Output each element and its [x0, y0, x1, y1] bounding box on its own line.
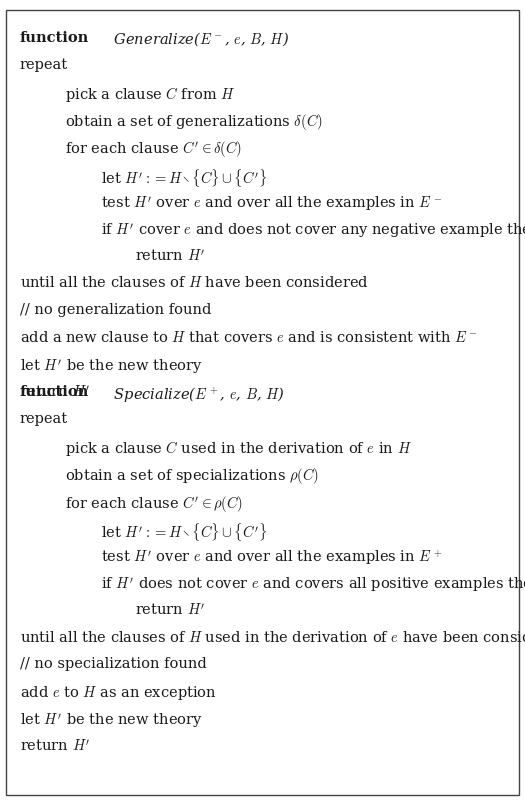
Text: Generalize($E^-$, $e$, $B$, $H$): Generalize($E^-$, $e$, $B$, $H$)	[109, 31, 289, 48]
Text: if $H'$ does not cover $e$ and covers all positive examples then: if $H'$ does not cover $e$ and covers al…	[101, 576, 525, 594]
Text: function: function	[20, 385, 89, 398]
Text: return $H'$: return $H'$	[20, 384, 91, 400]
Text: function: function	[20, 31, 89, 44]
Text: for each clause $C' \in \delta(C)$: for each clause $C' \in \delta(C)$	[65, 139, 242, 159]
Text: let $H' := H \setminus \{C\} \cup \{C'\}$: let $H' := H \setminus \{C\} \cup \{C'\}…	[101, 167, 268, 188]
Text: test $H'$ over $e$ and over all the examples in $E^-$: test $H'$ over $e$ and over all the exam…	[101, 194, 443, 213]
Text: obtain a set of generalizations $\delta(C)$: obtain a set of generalizations $\delta(…	[65, 112, 322, 132]
Text: if $H'$ cover $e$ and does not cover any negative example then: if $H'$ cover $e$ and does not cover any…	[101, 221, 525, 240]
Text: until all the clauses of $H$ used in the derivation of $e$ have been considered: until all the clauses of $H$ used in the…	[20, 630, 525, 645]
Text: // no generalization found: // no generalization found	[20, 303, 212, 316]
Text: return $H'$: return $H'$	[135, 248, 206, 264]
Text: until all the clauses of $H$ have been considered: until all the clauses of $H$ have been c…	[20, 275, 369, 291]
Text: repeat: repeat	[20, 58, 68, 72]
Text: for each clause $C' \in \rho(C)$: for each clause $C' \in \rho(C)$	[65, 493, 243, 514]
Text: let $H'$ be the new theory: let $H'$ be the new theory	[20, 357, 203, 376]
Text: let $H'$ be the new theory: let $H'$ be the new theory	[20, 712, 203, 730]
Text: pick a clause $C$ from $H$: pick a clause $C$ from $H$	[65, 85, 235, 104]
Text: pick a clause $C$ used in the derivation of $e$ in $H$: pick a clause $C$ used in the derivation…	[65, 440, 412, 458]
Text: obtain a set of specializations $\rho(C)$: obtain a set of specializations $\rho(C)…	[65, 466, 319, 486]
Text: repeat: repeat	[20, 412, 68, 426]
Text: add $e$ to $H$ as an exception: add $e$ to $H$ as an exception	[20, 684, 217, 702]
Text: let $H' := H \setminus \{C\} \cup \{C'\}$: let $H' := H \setminus \{C\} \cup \{C'\}…	[101, 521, 268, 543]
Text: add a new clause to $H$ that covers $e$ and is consistent with $E^-$: add a new clause to $H$ that covers $e$ …	[20, 330, 478, 345]
Text: return $H'$: return $H'$	[20, 738, 91, 754]
Text: return $H'$: return $H'$	[135, 602, 206, 618]
Text: test $H'$ over $e$ and over all the examples in $E^+$: test $H'$ over $e$ and over all the exam…	[101, 548, 443, 567]
Text: Specialize($E^+$, $e$, $B$, $H$): Specialize($E^+$, $e$, $B$, $H$)	[109, 385, 285, 404]
Text: // no specialization found: // no specialization found	[20, 657, 207, 671]
